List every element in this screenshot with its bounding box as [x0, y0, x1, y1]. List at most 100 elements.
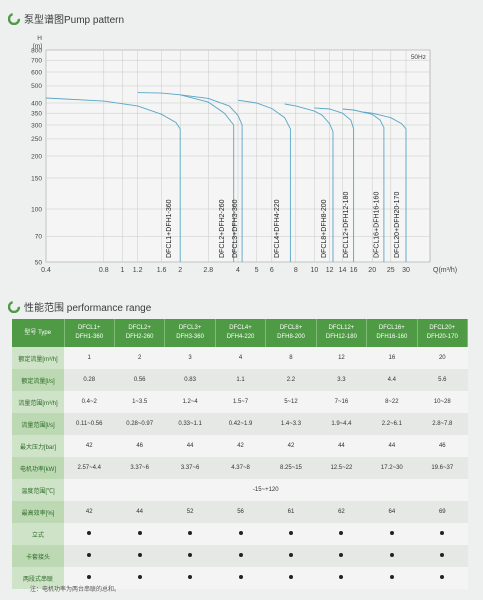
- x-tick-label: 0.4: [41, 267, 51, 274]
- table-header-row: 型号 Type DFCL1+ DFH1-360 DFCL2+ DFH2-260 DFCL3…: [12, 319, 469, 347]
- table-cell: 1.5~7: [215, 391, 266, 413]
- y-tick-label: 200: [31, 153, 42, 160]
- x-tick-label: 12: [326, 267, 334, 274]
- section-circle-icon: [8, 12, 20, 25]
- table-cell: 2.2: [265, 369, 317, 391]
- table-cell: 0.11~0.56: [64, 413, 115, 435]
- model-header: DFCL20+ DFH20-170: [417, 319, 469, 347]
- series-label: DFCL4+DFH4-220: [274, 199, 281, 258]
- x-tick-label: 25: [387, 267, 395, 274]
- bullet-dot-icon: [137, 531, 142, 535]
- table-cell: 7~16: [316, 391, 367, 413]
- table-cell: [265, 567, 317, 589]
- table-row: 温度范围[℃] -15~+120: [12, 479, 468, 501]
- row-label: 最大压力[bar]: [12, 435, 64, 457]
- y-tick-label: 800: [31, 47, 42, 54]
- table-cell: 3.37~6: [164, 457, 216, 479]
- table-cell: 46: [417, 435, 468, 457]
- table-cell: 56: [215, 501, 266, 523]
- model-name-line: DFCL1+: [77, 325, 101, 331]
- row-label: 两段式串联: [12, 567, 64, 589]
- table-cell: 12.5~22: [316, 457, 367, 479]
- x-tick-label: 6: [270, 267, 274, 274]
- table-cell: 0.42~1.9: [215, 413, 266, 435]
- series-curve: [45, 97, 181, 262]
- y-tick-label: 300: [31, 122, 42, 129]
- table-cell: 12: [316, 347, 367, 369]
- y-tick-label: 350: [31, 111, 42, 118]
- table-cell: [316, 567, 367, 589]
- table-cell: [366, 523, 418, 545]
- bullet-dot-icon: [389, 553, 394, 557]
- table-cell: 0.33~1.1: [164, 413, 216, 435]
- table-cell: [215, 545, 266, 567]
- pump-pattern-heading: 泵型谱图Pump pattern: [8, 11, 124, 26]
- series-label: DFCL1+DFH1-360: [166, 199, 173, 258]
- table-cell: 61: [265, 501, 317, 523]
- table-cell: [316, 523, 367, 545]
- table-cell: 3.3: [316, 369, 367, 391]
- frequency-label: 50Hz: [411, 54, 426, 61]
- table-cell: 1.1: [215, 369, 266, 391]
- y-tick-label: 70: [35, 234, 43, 241]
- table-cell: [265, 523, 317, 545]
- bullet-dot-icon: [440, 553, 445, 557]
- series-curve: [237, 99, 291, 262]
- table-cell: [215, 523, 266, 545]
- table-cell: [64, 523, 115, 545]
- table-cell: [366, 545, 418, 567]
- performance-table: 型号 Type DFCL1+ DFH1-360 DFCL2+ DFH2-260 DFCL3…: [12, 319, 469, 589]
- y-tick-label: 100: [31, 206, 42, 213]
- table-cell: 52: [164, 501, 216, 523]
- row-label: 卡套接头: [12, 545, 64, 567]
- bullet-dot-icon: [440, 575, 445, 579]
- model-name-line: DFCL20+: [429, 325, 456, 331]
- bullet-dot-icon: [288, 553, 293, 557]
- table-cell: [316, 545, 367, 567]
- bullet-dot-icon: [87, 553, 92, 557]
- merged-cell: -15~+120: [64, 479, 468, 501]
- type-header: 型号 Type: [12, 319, 65, 347]
- table-cell: [164, 523, 216, 545]
- table-cell: 0.56: [114, 369, 165, 391]
- table-cell: 3.37~6: [114, 457, 165, 479]
- table-cell: 0.4~2: [64, 391, 115, 413]
- table-cell: 1.4~3.3: [265, 413, 317, 435]
- table-cell: 2: [114, 347, 165, 369]
- bullet-dot-icon: [389, 531, 394, 535]
- bullet-dot-icon: [288, 531, 293, 535]
- x-tick-label: 16: [350, 267, 358, 274]
- table-cell: 0.28~0.97: [114, 413, 165, 435]
- table-cell: 42: [265, 435, 317, 457]
- table-cell: 17.2~30: [366, 457, 418, 479]
- table-cell: [417, 523, 468, 545]
- x-tick-label: 1.6: [157, 267, 167, 274]
- y-tick-label: 150: [31, 175, 42, 182]
- model-name-line: DFCL4+: [229, 325, 252, 331]
- bullet-dot-icon: [238, 531, 243, 535]
- series-label: DFCL3+DFH3-360: [232, 199, 239, 258]
- bullet-dot-icon: [188, 531, 193, 535]
- y-tick-label: 600: [31, 69, 42, 76]
- y-tick-label: 400: [31, 100, 42, 107]
- table-row: 最高效率[%] 42 44 52 56 61 62 64 69: [12, 501, 468, 523]
- model-name-line: DFH20-170: [426, 334, 458, 340]
- series-curve: [180, 94, 243, 262]
- series-curve: [363, 111, 407, 262]
- table-row: 额定流量[l/s] 0.28 0.56 0.83 1.1 2.2 3.3 4.4 5.6: [12, 369, 468, 391]
- model-name-line: DFH12-180: [325, 334, 357, 340]
- series-curve: [137, 92, 235, 262]
- y-tick-label: 250: [31, 136, 42, 143]
- series-curve: [284, 103, 334, 262]
- table-row: 卡套接头: [12, 545, 468, 567]
- table-cell: 2.8~7.8: [417, 413, 468, 435]
- model-name-line: DFH3-360: [176, 334, 204, 340]
- x-tick-label: 5: [255, 267, 259, 274]
- model-name-line: DFH1-360: [75, 334, 104, 340]
- model-header: DFCL1+ DFH1-360: [64, 319, 115, 347]
- bullet-dot-icon: [339, 553, 344, 557]
- series-label: DFCL16+DFH16-160: [373, 192, 380, 258]
- x-tick-label: 14: [339, 267, 347, 274]
- x-tick-label: 1.2: [133, 267, 143, 274]
- model-header: DFCL8+ DFH8-200: [265, 319, 317, 347]
